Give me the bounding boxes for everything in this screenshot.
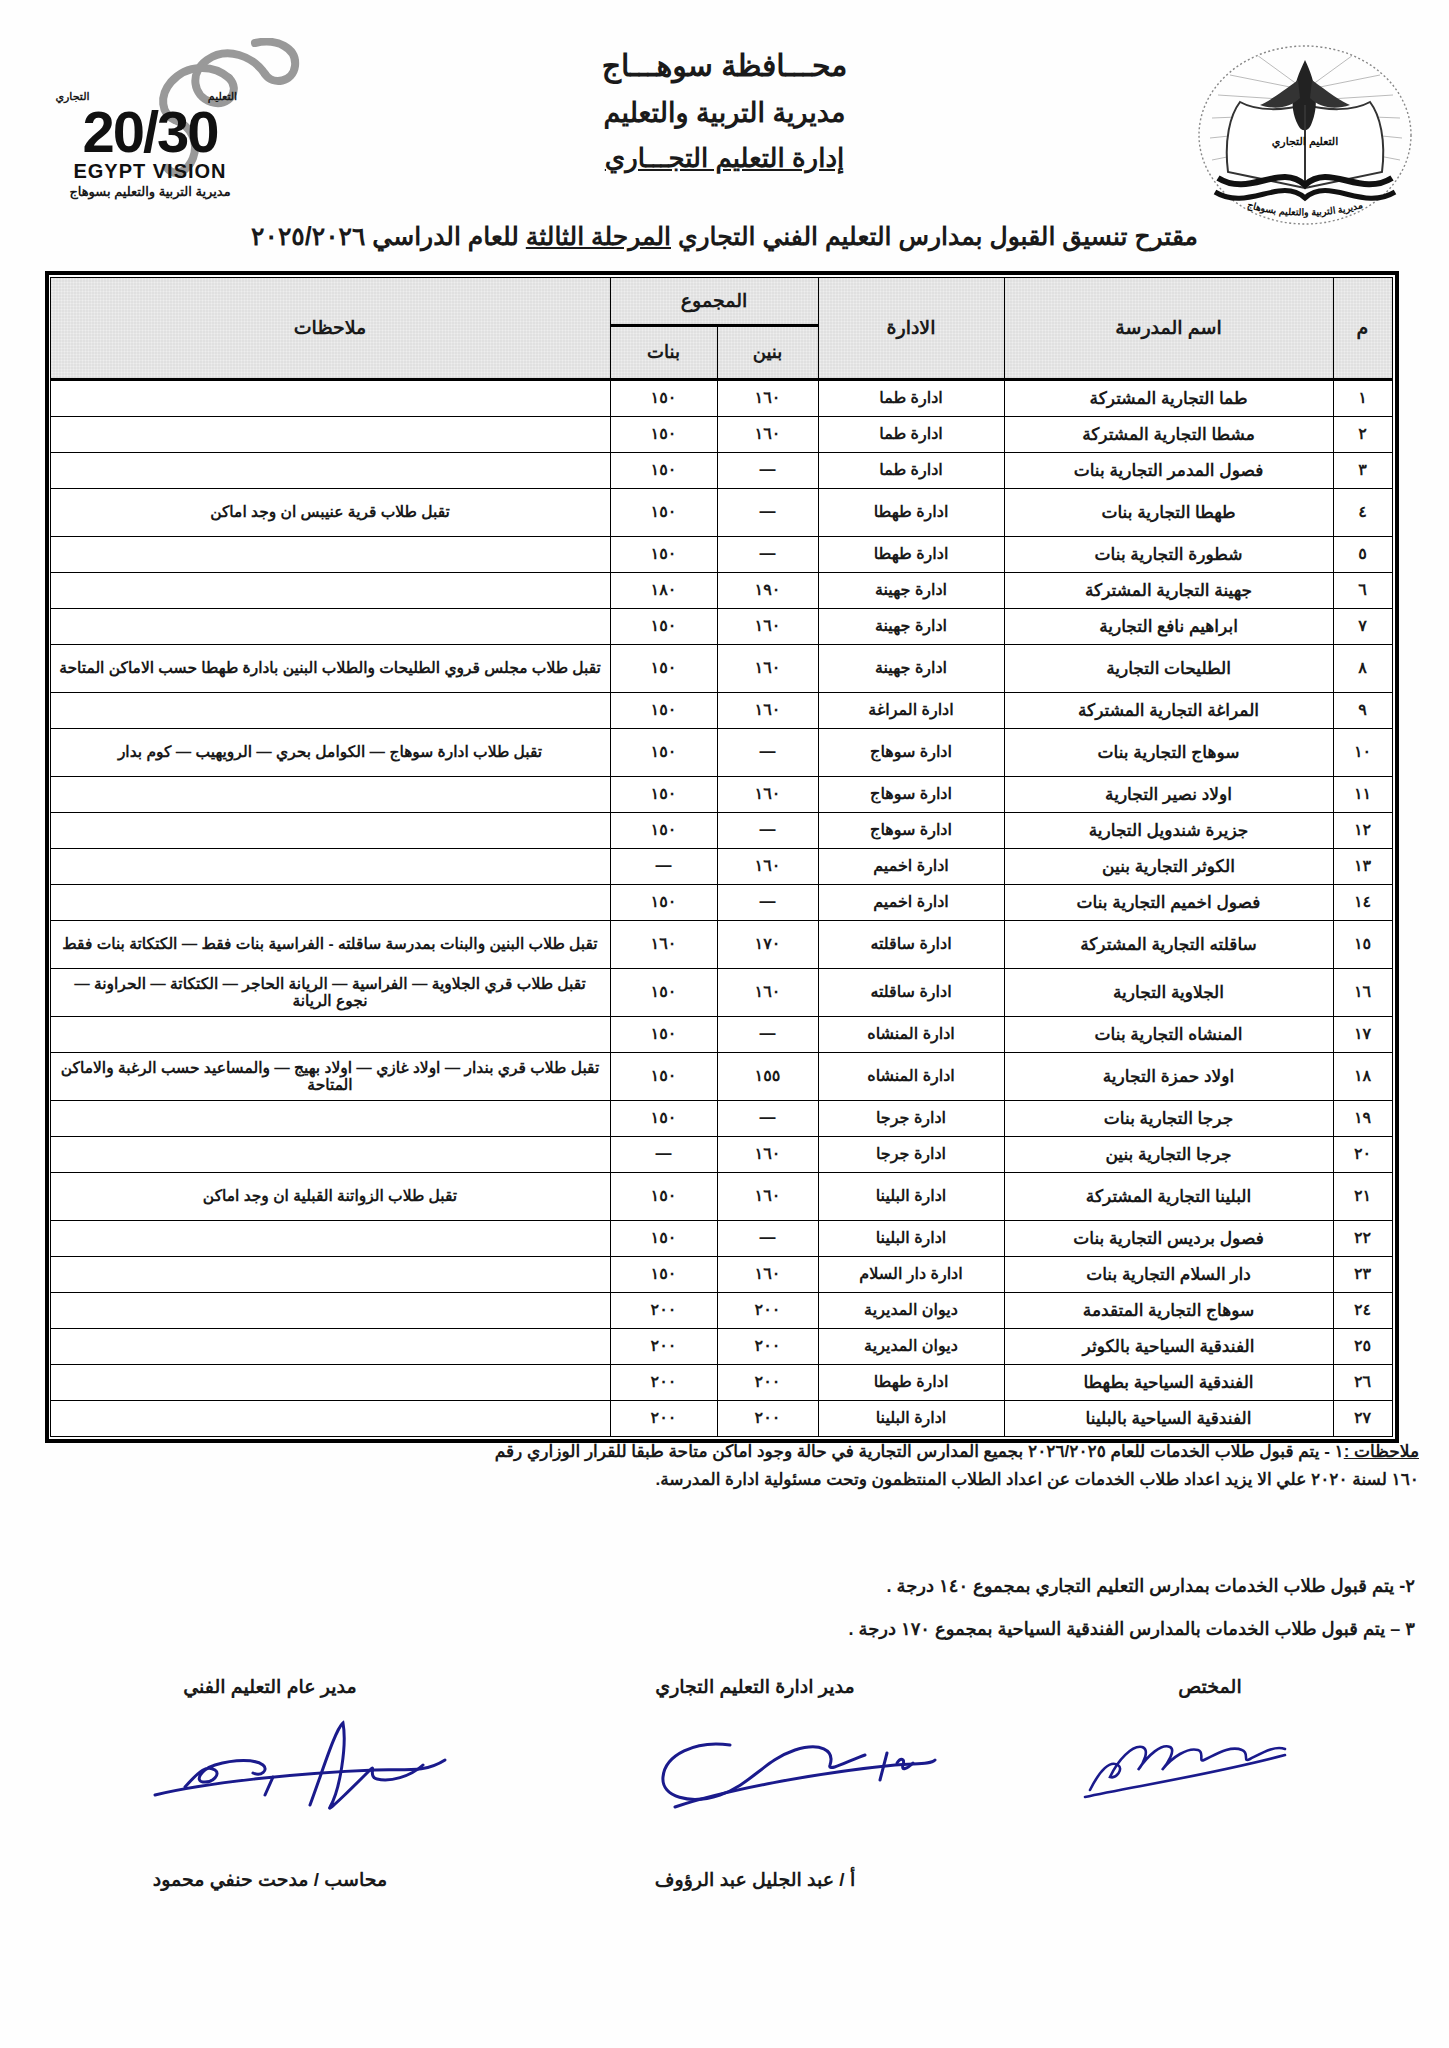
svg-text:مديرية التربية والتعليم بسوهاج: مديرية التربية والتعليم بسوهاج <box>1246 199 1364 219</box>
